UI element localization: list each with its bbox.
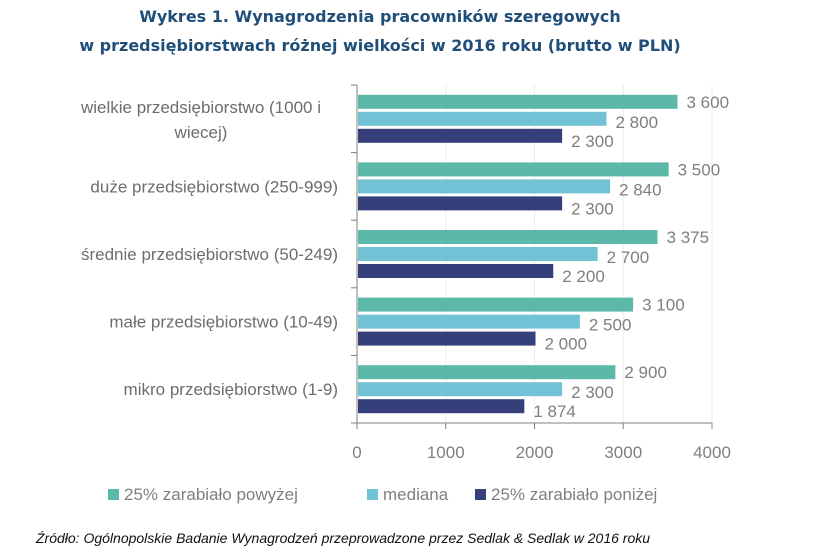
- bar: [358, 162, 669, 177]
- bar: [358, 331, 536, 346]
- legend-swatch: [108, 489, 119, 500]
- x-tick-label: 2000: [516, 443, 554, 462]
- category-label: duże przedsiębiorstwo (250-999): [90, 177, 338, 196]
- data-label: 2 200: [562, 267, 605, 286]
- data-label: 2 700: [607, 248, 650, 267]
- category-label: małe przedsiębiorstwo (10-49): [109, 313, 338, 332]
- category-label: wielkie przedsiębiorstwo (1000 i: [80, 98, 321, 117]
- x-tick-label: 0: [352, 443, 361, 462]
- axes: 0 1000 2000 3000 4000 wielkie przedsiębiorstw…: [80, 84, 731, 462]
- bar: [358, 382, 563, 397]
- bar: [358, 297, 634, 312]
- category-label: mikro przedsiębiorstwo (1-9): [124, 380, 338, 399]
- data-label: 2 500: [589, 316, 632, 335]
- category-label: średnie przedsiębiorstwo (50-249): [81, 245, 338, 264]
- data-label: 2 300: [571, 199, 614, 218]
- chart-title-line-1: Wykres 1. Wynagrodzenia pracowników szer…: [139, 7, 621, 26]
- x-tick-label: 1000: [427, 443, 465, 462]
- x-tick-label: 4000: [693, 443, 731, 462]
- bar: [358, 264, 554, 278]
- legend-label: 25% zarabiało powyżej: [124, 485, 298, 504]
- source-note: Źródło: Ogólnopolskie Badanie Wynagrodze…: [35, 530, 650, 546]
- bar: [358, 94, 678, 109]
- legend-label: mediana: [383, 485, 449, 504]
- data-label: 2 000: [545, 335, 588, 354]
- bar: [358, 128, 563, 143]
- legend: 25% zarabiało powyżej mediana 25% zarabiał…: [108, 485, 657, 504]
- data-label: 2 800: [616, 113, 659, 132]
- bar: [358, 230, 658, 244]
- bar: [358, 399, 525, 414]
- bar: [358, 365, 616, 380]
- bar: [358, 111, 607, 126]
- data-label: 2 900: [624, 363, 667, 382]
- data-label: 3 100: [642, 296, 685, 315]
- data-label: 2 300: [571, 132, 614, 151]
- data-label: 2 300: [571, 383, 614, 402]
- legend-label: 25% zarabiało poniżej: [491, 485, 657, 504]
- bar: [358, 314, 580, 329]
- bar: [358, 196, 563, 211]
- data-label: 3 500: [678, 160, 721, 179]
- data-label: 3 375: [667, 228, 710, 247]
- category-label: wiecej): [174, 123, 228, 142]
- legend-swatch: [475, 489, 486, 500]
- bar: [358, 179, 611, 194]
- chart-title-line-2: w przedsiębiorstwach różnej wielkości w …: [79, 36, 680, 55]
- data-label: 1 874: [533, 402, 576, 421]
- legend-swatch: [367, 489, 378, 500]
- x-tick-label: 3000: [604, 443, 642, 462]
- bar: [358, 247, 598, 261]
- data-label: 3 600: [687, 93, 730, 112]
- data-label: 2 840: [619, 180, 662, 199]
